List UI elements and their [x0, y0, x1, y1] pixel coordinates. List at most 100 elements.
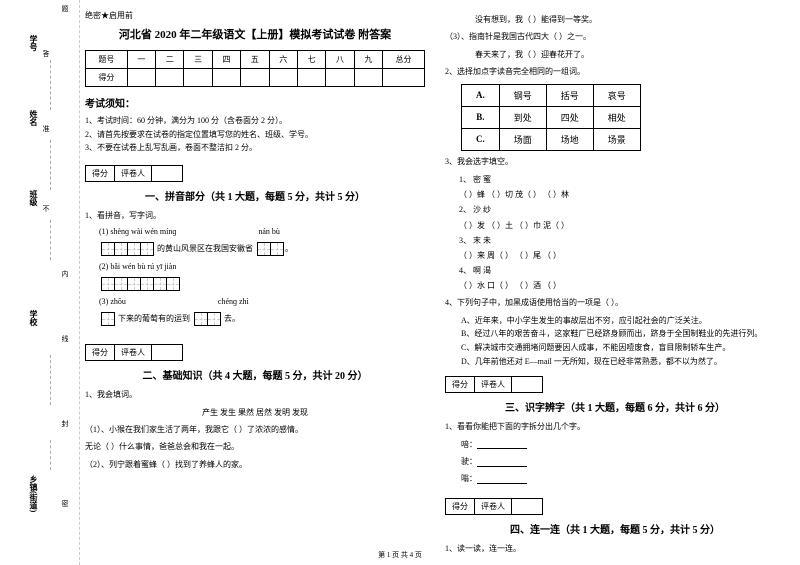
notice-item: 1、考试时间：60 分钟，满分为 100 分（含卷面分 2 分）。 [85, 114, 425, 128]
grid-row-1: 的黄山风景区在我国安徽省 。 [99, 240, 425, 258]
td[interactable] [326, 69, 354, 87]
sub-xuehao: 答 [41, 50, 51, 57]
td[interactable] [156, 69, 184, 87]
blank-field[interactable] [477, 475, 527, 484]
cell: 相处 [593, 106, 640, 128]
opt-c: C、解决城市交通拥堵问题要因人成事，不能因噎废食，盲目限制轿车生产。 [461, 341, 785, 355]
mini-c2: 评卷人 [475, 377, 512, 392]
seal-xian: 线 [60, 335, 70, 342]
sec1-title: 一、拼音部分（共 1 大题，每题 5 分，共计 5 分） [85, 188, 425, 203]
right-q2: 2、选择加点字读音完全相同的一组词。 [445, 65, 785, 79]
score-header-row: 题号 一 二 三 四 五 六 七 八 九 总分 [86, 51, 425, 69]
char-grid[interactable] [194, 312, 220, 326]
fill-row: （ ）蜂 （ ）切 茂（ ） （ ）林 [459, 187, 785, 202]
td[interactable] [383, 69, 425, 87]
cell: B. [462, 106, 500, 128]
inline-text: 下来的葡萄有的运到 [118, 314, 190, 323]
mini-score-box: 得分 评卷人 [445, 376, 543, 393]
td: 得分 [86, 69, 128, 87]
split-row: 驶： [461, 455, 785, 469]
td[interactable] [269, 69, 297, 87]
blank-field[interactable] [477, 458, 527, 467]
vline [50, 440, 51, 470]
fill-row: 1、 密 蜜 [459, 172, 785, 187]
mini-c2: 评卷人 [115, 166, 152, 181]
right-q3: 3、我会选字填空。 [445, 155, 785, 169]
cell: 四处 [546, 106, 593, 128]
cell: A. [462, 84, 500, 106]
pinyin-1: (1) shènɡ wài wén mínɡ nán bù [99, 227, 425, 236]
left-column: 绝密★启用前 河北省 2020 年二年级语文【上册】模拟考试试卷 附答案 题号 … [85, 10, 425, 559]
label-xingming: 姓名 [28, 110, 39, 126]
cell: C. [462, 128, 500, 150]
mini-blank[interactable] [512, 499, 542, 514]
inline-text: 去。 [224, 314, 240, 323]
pinyin-3: (3) zhōu chénɡ zhì [99, 297, 425, 306]
pinyin-text: chénɡ zhì [218, 297, 249, 306]
th: 一 [127, 51, 155, 69]
td[interactable] [241, 69, 269, 87]
opt-b: B、经过八年的艰苦奋斗，这家鞋厂已经跻身顾而出，跻身于全国制鞋业的先进行列。 [461, 327, 785, 341]
blank-field[interactable] [477, 440, 527, 449]
corner: 题 [60, 5, 70, 12]
right-line: （3）、指南针是我国古代四大（ ）之一。 [445, 30, 785, 44]
notice-item: 2、请首先按要求在试卷的指定位置填写您的姓名、班级、学号。 [85, 128, 425, 142]
td[interactable] [127, 69, 155, 87]
vline [50, 355, 51, 405]
pinyin-text: (3) zhōu [99, 297, 126, 306]
label-xuexiao: 学校 [28, 310, 39, 326]
grid-row-3: 下来的葡萄有的运到 去。 [99, 310, 425, 328]
sub-xingming: 准 [41, 125, 51, 132]
pinyin-text: (1) shènɡ wài wén mínɡ [99, 227, 176, 236]
th: 九 [354, 51, 382, 69]
mini-score-box: 得分 评卷人 [445, 498, 543, 515]
sec2-line: （1）、小猴在我们家生活了两年，我跟它（ ）了浓浓的感情。 [85, 423, 425, 437]
fill-row: 3、 末 未 [459, 233, 785, 248]
mini-blank[interactable] [152, 166, 182, 181]
th: 六 [269, 51, 297, 69]
label-xiangzhen: 乡镇(街道) [28, 475, 39, 512]
phon-table: A.钢号括号哀号 B.到处四处相处 C.场面场地场景 [461, 84, 641, 151]
label-banji: 班级 [28, 190, 39, 206]
th: 七 [297, 51, 325, 69]
right-column: 没有想到，我（ ）能得到一等奖。 （3）、指南针是我国古代四大（ ）之一。 春天… [445, 10, 785, 559]
sec4-title: 四、连一连（共 1 大题，每题 5 分，共计 5 分） [445, 521, 785, 536]
char-grid[interactable] [257, 242, 283, 256]
vline [50, 60, 51, 110]
sec3-title: 三、识字辨字（共 1 大题，每题 6 分，共计 6 分） [445, 399, 785, 414]
right-line: 春天来了，我（ ）迎春花开了。 [475, 48, 785, 62]
td[interactable] [212, 69, 240, 87]
mini-score-box: 得分 评卷人 [85, 165, 183, 182]
sec2-line: 无论（ ）什么事情，爸爸总会和我在一起。 [85, 440, 425, 454]
opt-a: A、近年来，中小学生发生的事故层出不穷，应引起社会的广泛关注。 [461, 314, 785, 328]
cell: 场面 [499, 128, 546, 150]
fill-row: （ ）来 周（ ） （ ）尾 （ ） [459, 248, 785, 263]
cell: 括号 [546, 84, 593, 106]
notice-item: 3、不要在试卷上乱写乱画，卷面不整洁扣 2 分。 [85, 141, 425, 155]
th: 总分 [383, 51, 425, 69]
td[interactable] [297, 69, 325, 87]
fill-row: （ ）发 （ ）土 （ ）巾 泥（ ） [459, 218, 785, 233]
th: 题号 [86, 51, 128, 69]
char-grid[interactable] [101, 312, 114, 326]
char-grid[interactable] [101, 242, 153, 256]
mini-c1: 得分 [86, 166, 115, 181]
sec1-q1: 1、看拼音，写字词。 [85, 209, 425, 223]
td[interactable] [354, 69, 382, 87]
fill-row: 2、 沙 纱 [459, 202, 785, 217]
td[interactable] [184, 69, 212, 87]
fill-row: （ ）水 口（ ） （ ）酒 （ ） [459, 278, 785, 293]
th: 四 [212, 51, 240, 69]
char-grid[interactable] [101, 277, 179, 291]
pinyin-2: (2) bǎi wén bù rú yī jiàn [99, 262, 425, 271]
sec3-q1: 1、看看你能把下面的字拆分出几个字。 [445, 420, 785, 434]
vline [50, 140, 51, 190]
cell: 场地 [546, 128, 593, 150]
mini-blank[interactable] [512, 377, 542, 392]
page-title: 河北省 2020 年二年级语文【上册】模拟考试试卷 附答案 [85, 26, 425, 42]
table-row: B.到处四处相处 [462, 106, 641, 128]
split-row: 嗡： [461, 472, 785, 486]
seal-mi: 密 [60, 500, 70, 507]
mini-blank[interactable] [152, 345, 182, 360]
seal-feng: 封 [60, 420, 70, 427]
